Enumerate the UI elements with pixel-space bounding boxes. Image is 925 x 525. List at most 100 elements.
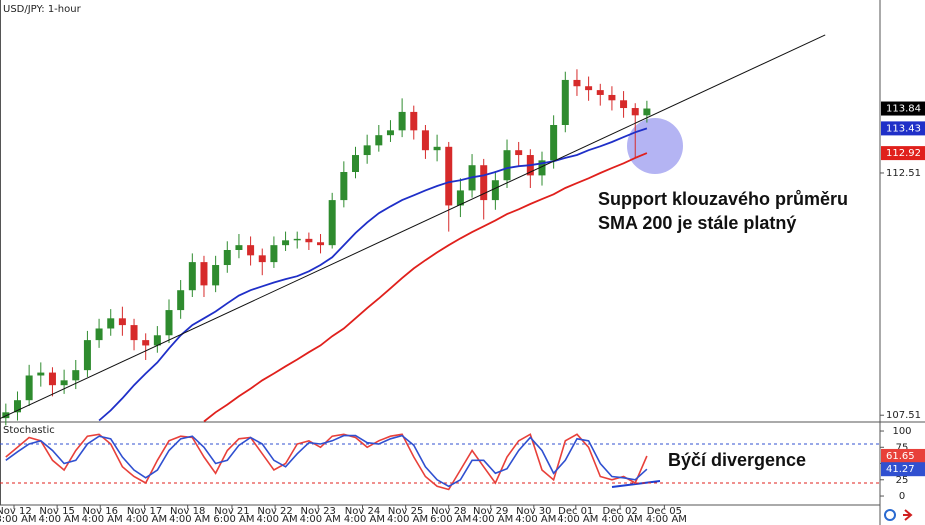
candle-body bbox=[421, 130, 429, 151]
x-tick-label: Nov 15 bbox=[39, 506, 74, 517]
candle-body bbox=[398, 111, 406, 131]
x-tick-label: 3:00 AM bbox=[0, 514, 37, 525]
candle-body bbox=[247, 245, 255, 256]
candle-body bbox=[561, 79, 569, 126]
x-tick-label: 4:00 AM bbox=[472, 514, 513, 525]
candle-body bbox=[282, 240, 290, 246]
trendline bbox=[0, 34, 826, 420]
candle-body bbox=[235, 245, 243, 251]
candle-body bbox=[95, 328, 103, 341]
candle-body bbox=[165, 310, 173, 336]
candle-body bbox=[491, 180, 499, 201]
x-tick-label: 4:00 AM bbox=[515, 514, 556, 525]
candle-body bbox=[2, 412, 10, 419]
divergence-line bbox=[611, 480, 661, 488]
x-tick-label: 4:00 AM bbox=[257, 514, 298, 525]
x-tick-label: 4:00 AM bbox=[300, 514, 341, 525]
candle-body bbox=[118, 318, 126, 326]
candle-body bbox=[608, 94, 616, 101]
chart-title: USD/JPY: 1-hour bbox=[3, 4, 82, 15]
candle-body bbox=[550, 125, 558, 161]
candle-body bbox=[538, 160, 546, 176]
x-tick-label: 6:00 AM bbox=[430, 514, 471, 525]
candle-body bbox=[340, 171, 348, 201]
candle-body bbox=[503, 150, 511, 181]
value-box bbox=[881, 462, 925, 477]
x-tick-label: Nov 25 bbox=[388, 506, 423, 517]
price-box bbox=[881, 121, 925, 136]
candle-body bbox=[305, 238, 313, 243]
annotation: SMA 200 je stále platný bbox=[598, 213, 796, 233]
value-label: 61.65 bbox=[886, 451, 915, 462]
y-tick-label: 25 bbox=[896, 475, 909, 486]
candle-body bbox=[107, 318, 115, 329]
y-tick-label: 0 bbox=[899, 491, 905, 502]
candle-body bbox=[270, 245, 278, 263]
price-label: 113.84 bbox=[886, 104, 921, 115]
candle-body bbox=[153, 335, 161, 346]
candle-body bbox=[188, 262, 196, 291]
candle-body bbox=[480, 165, 488, 201]
candle-body bbox=[25, 375, 33, 401]
x-tick-label: Nov 28 bbox=[431, 506, 466, 517]
x-tick-label: Nov 16 bbox=[83, 506, 118, 517]
candle-body bbox=[60, 380, 68, 386]
x-tick-label: 4:00 AM bbox=[39, 514, 80, 525]
candle-body bbox=[13, 400, 21, 413]
candle-body bbox=[410, 111, 418, 131]
candle-body bbox=[596, 90, 604, 95]
candle-body bbox=[317, 242, 325, 246]
candle-body bbox=[83, 340, 91, 371]
candle-body bbox=[363, 145, 371, 156]
panel-title: Stochastic bbox=[3, 425, 55, 436]
moving-average bbox=[203, 152, 648, 422]
x-tick-label: 4:00 AM bbox=[602, 514, 643, 525]
candle-body bbox=[142, 340, 150, 346]
candle-body bbox=[386, 130, 394, 136]
candle-body bbox=[258, 255, 266, 263]
icon bbox=[903, 509, 913, 521]
candle-body bbox=[177, 290, 185, 311]
candle-body bbox=[130, 325, 138, 341]
x-tick-label: Nov 29 bbox=[473, 506, 508, 517]
price-box bbox=[881, 101, 925, 116]
candle-body bbox=[212, 265, 220, 286]
series-line bbox=[5, 434, 648, 488]
candle-body bbox=[351, 155, 359, 172]
candle-body bbox=[37, 372, 45, 376]
x-tick-label: Nov 30 bbox=[516, 506, 551, 517]
x-tick-label: 4:00 AM bbox=[646, 514, 687, 525]
toolbar-icons bbox=[884, 509, 913, 521]
candle-body bbox=[620, 100, 628, 109]
candle-body bbox=[200, 262, 208, 286]
price-label: 112.92 bbox=[886, 148, 921, 159]
value-box bbox=[881, 448, 925, 463]
candle-body bbox=[328, 200, 336, 246]
y-tick-label: 100 bbox=[892, 426, 911, 437]
candle-body bbox=[375, 135, 383, 146]
candle-body bbox=[445, 146, 453, 206]
annotation: Support klouzavého průměru bbox=[598, 189, 848, 209]
candle-body bbox=[573, 79, 581, 87]
candle-body bbox=[48, 372, 56, 386]
x-tick-label: 4:00 AM bbox=[557, 514, 598, 525]
x-tick-label: Nov 22 bbox=[257, 506, 292, 517]
x-tick-label: 4:00 AM bbox=[387, 514, 428, 525]
x-tick-label: 4:00 AM bbox=[82, 514, 123, 525]
candle-body bbox=[223, 250, 231, 266]
y-tick-label: 107.51 bbox=[886, 410, 921, 421]
y-tick-label: 75 bbox=[896, 442, 909, 453]
price-box bbox=[881, 146, 925, 161]
candle-body bbox=[433, 146, 441, 151]
candle-body bbox=[515, 150, 523, 156]
icon bbox=[884, 509, 896, 521]
x-tick-label: Nov 18 bbox=[170, 506, 205, 517]
x-tick-label: Nov 12 bbox=[0, 506, 32, 517]
value-label: 41.27 bbox=[886, 464, 915, 475]
highlight-circle bbox=[627, 118, 683, 174]
x-tick-label: Nov 23 bbox=[300, 506, 335, 517]
x-tick-label: 4:00 AM bbox=[126, 514, 167, 525]
